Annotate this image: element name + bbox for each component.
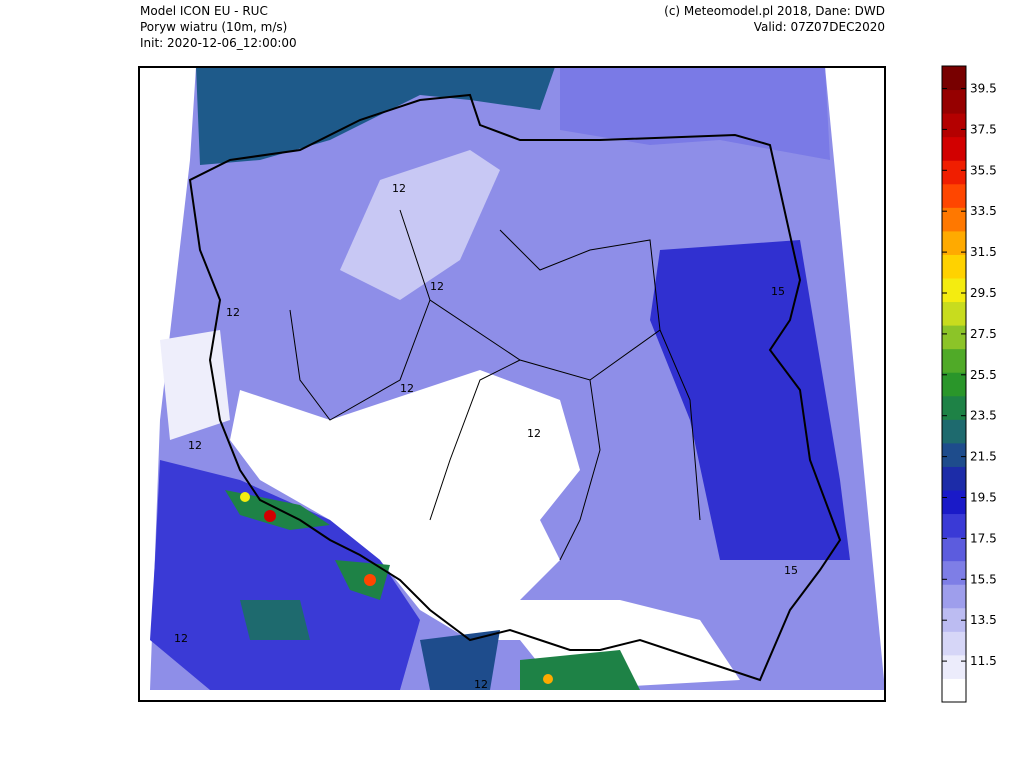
- colorbar-band: [942, 348, 966, 373]
- field-peak: [364, 574, 376, 586]
- colorbar-band: [942, 678, 966, 703]
- colorbar-label: 27.5: [970, 327, 997, 341]
- field-peak: [264, 510, 276, 522]
- field-strong: [650, 240, 850, 560]
- colorbar-band: [942, 254, 966, 279]
- field-weak: [340, 150, 500, 300]
- colorbar: 11.5 13.5 15.5 17.5 19.5 21.5 23.5 25.5 27.5 29.5…: [941, 65, 997, 703]
- contour-label: 15: [784, 564, 798, 577]
- field-weak: [160, 330, 230, 440]
- header-left: Init: 2020-12-06_12:00:00: [140, 36, 297, 50]
- region-border: [289, 209, 701, 561]
- field-calm: [230, 370, 740, 690]
- field-gust: [335, 560, 390, 600]
- contour-label: 12: [174, 632, 188, 645]
- colorbar-label: 13.5: [970, 613, 997, 627]
- colorbar-frame: [941, 65, 967, 703]
- contour-label: 12: [392, 182, 406, 195]
- colorbar-band: [942, 66, 966, 91]
- colorbar-band: [942, 372, 966, 397]
- colorbar-band: [942, 136, 966, 161]
- colorbar-band: [942, 230, 966, 255]
- contour-label: 12: [527, 427, 541, 440]
- colorbar-band: [942, 301, 966, 326]
- contour-label: 12: [400, 382, 414, 395]
- field-peak: [543, 674, 553, 684]
- colorbar-label: 19.5: [970, 490, 997, 504]
- header-left: Model ICON EU - RUC: [140, 4, 268, 18]
- field: [560, 67, 830, 160]
- colorbar-label: 25.5: [970, 368, 997, 382]
- colorbar-label: 15.5: [970, 572, 997, 586]
- colorbar-band: [942, 490, 966, 515]
- colorbar-label: 29.5: [970, 286, 997, 300]
- colorbar-band: [942, 183, 966, 208]
- contour-label: 12: [226, 306, 240, 319]
- map-frame: [138, 66, 886, 702]
- colorbar-label: 39.5: [970, 81, 997, 95]
- colorbar-label: 23.5: [970, 409, 997, 423]
- colorbar-band: [942, 466, 966, 491]
- map: 12 12 12 12 12 12 12 15 15 12: [138, 66, 886, 702]
- colorbar-band: [942, 395, 966, 420]
- colorbar-label: 17.5: [970, 531, 997, 545]
- colorbar-label: 31.5: [970, 245, 997, 259]
- colorbar-band: [942, 654, 966, 679]
- colorbar-band: [942, 113, 966, 138]
- colorbar-band: [942, 419, 966, 444]
- field-strong: [150, 460, 420, 690]
- colorbar-band: [942, 513, 966, 538]
- colorbar-band: [942, 89, 966, 114]
- colorbar-band: [942, 631, 966, 656]
- colorbar-band: [942, 278, 966, 303]
- contour-label: 12: [188, 439, 202, 452]
- colorbar-label: 21.5: [970, 450, 997, 464]
- colorbar-band: [942, 442, 966, 467]
- field-peak: [240, 492, 250, 502]
- colorbar-band: [942, 560, 966, 585]
- contour-label: 12: [430, 280, 444, 293]
- field-gust: [240, 600, 310, 640]
- colorbar-band: [942, 584, 966, 609]
- colorbar-label: 37.5: [970, 122, 997, 136]
- header-left: Poryw wiatru (10m, m/s): [140, 20, 287, 34]
- colorbar-label: 11.5: [970, 654, 997, 668]
- header-right: (c) Meteomodel.pl 2018, Dane: DWD: [664, 4, 885, 18]
- border: [188, 93, 842, 682]
- colorbar-label: 35.5: [970, 163, 997, 177]
- field-sea: [196, 67, 555, 165]
- colorbar-label: 33.5: [970, 204, 997, 218]
- colorbar-band: [942, 160, 966, 185]
- contour-label: 15: [771, 285, 785, 298]
- colorbar-band: [942, 537, 966, 562]
- colorbar-band: [942, 325, 966, 350]
- field-gust: [225, 490, 330, 530]
- contour-label: 12: [474, 678, 488, 691]
- field-gust: [420, 630, 500, 690]
- header-right: Valid: 07Z07DEC2020: [754, 20, 885, 34]
